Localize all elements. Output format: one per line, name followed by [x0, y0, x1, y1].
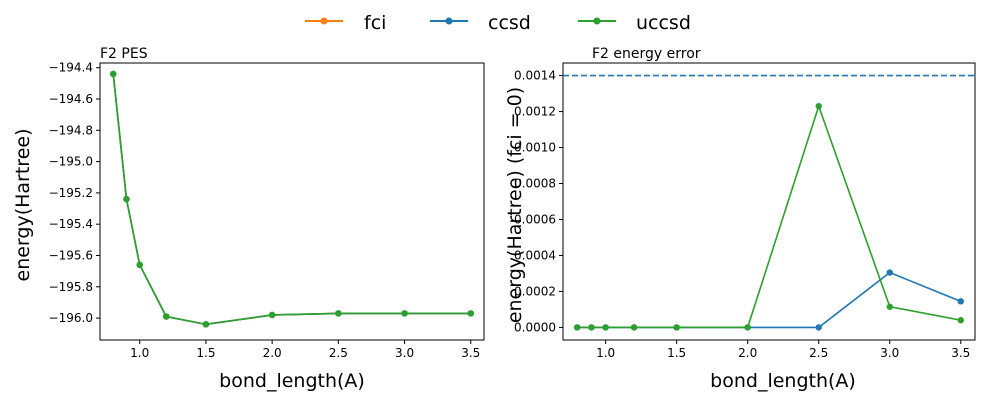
pes-ytick-label: −195.2 [49, 186, 93, 200]
pes-point-uccsd [467, 310, 474, 317]
error-series-line-ccsd [577, 271, 962, 329]
error-point-uccsd [630, 324, 638, 331]
pes-chart: F2 PES bond_length(A) energy(Hartree) 1.… [12, 46, 485, 392]
pes-chart-title: F2 PES [100, 46, 148, 62]
pes-ytick-label: −194.4 [49, 61, 93, 75]
pes-ytick-label: −196.0 [49, 311, 93, 325]
error-xtick-label: 2.5 [809, 346, 828, 360]
pes-point-uccsd [163, 313, 170, 320]
error-chart-title: F2 energy error [592, 46, 701, 62]
legend-marker-fci [320, 17, 328, 25]
pes-xtick-label: 3.5 [461, 346, 480, 360]
error-ytick-label: 0.0012 [514, 105, 556, 119]
legend-marker-ccsd [445, 17, 453, 25]
error-chart-xlabel: bond_length(A) [710, 370, 856, 392]
error-point-uccsd [588, 324, 595, 331]
legend-item-ccsd: ccsd [430, 12, 531, 34]
error-ytick-label: 0.0000 [514, 320, 556, 334]
legend: fci ccsd uccsd [305, 12, 691, 34]
pes-chart-ylabel: energy(Hartree) [12, 129, 34, 282]
error-point-uccsd [673, 324, 680, 331]
error-ytick-label: 0.0004 [514, 248, 556, 262]
error-point-uccsd [815, 102, 822, 110]
error-ytick-label: 0.0002 [514, 284, 556, 298]
error-plot-frame [562, 62, 976, 341]
pes-xtick-label: 1.5 [196, 346, 215, 360]
legend-item-uccsd: uccsd [578, 12, 691, 34]
pes-chart-xlabel: bond_length(A) [219, 370, 365, 392]
error-point-uccsd [602, 324, 609, 331]
error-chart-ylabel: energy(Hartree) (fci = 0) [504, 87, 526, 323]
error-point-ccsd [815, 324, 822, 331]
pes-point-uccsd [401, 310, 408, 317]
error-xtick-label: 3.0 [880, 346, 899, 360]
pes-ytick-label: −194.6 [49, 92, 93, 106]
pes-ytick-label: −195.8 [49, 280, 93, 294]
error-point-ccsd [957, 298, 964, 305]
pes-series-line-uccsd [112, 73, 471, 326]
pes-point-uccsd [268, 311, 276, 319]
pes-point-uccsd [136, 261, 143, 269]
pes-ytick-label: −195.6 [49, 248, 93, 262]
pes-ytick-label: −195.0 [49, 155, 93, 169]
error-point-uccsd [886, 303, 893, 310]
pes-point-uccsd [123, 195, 130, 203]
legend-label-ccsd: ccsd [488, 12, 531, 34]
pes-xtick-label: 2.5 [329, 346, 348, 360]
pes-point-uccsd [202, 321, 210, 328]
error-xtick-label: 2.0 [738, 346, 757, 360]
error-point-ccsd [886, 269, 893, 276]
pes-ytick-label: −194.8 [49, 123, 93, 137]
error-ytick-label: 0.0014 [514, 69, 556, 83]
error-series-line-uccsd [577, 103, 961, 329]
pes-xtick-label: 3.0 [395, 346, 414, 360]
pes-ytick-label: −195.4 [49, 217, 93, 231]
error-ytick-label: 0.0008 [514, 177, 556, 191]
pes-point-uccsd [110, 70, 117, 78]
pes-plot-frame [99, 62, 485, 341]
error-ytick-label: 0.0010 [514, 141, 556, 155]
error-point-uccsd [744, 324, 751, 331]
error-point-uccsd [574, 324, 581, 331]
error-xtick-label: 3.5 [951, 346, 970, 360]
pes-point-uccsd [335, 310, 342, 317]
error-xtick-label: 1.0 [596, 346, 615, 360]
legend-label-fci: fci [364, 12, 386, 34]
error-xtick-label: 1.5 [667, 346, 686, 360]
pes-series-line-fci [112, 73, 471, 326]
legend-item-fci: fci [305, 12, 386, 34]
legend-marker-uccsd [593, 17, 601, 25]
error-chart: F2 energy error bond_length(A) energy(Ha… [504, 46, 976, 392]
error-point-uccsd [957, 317, 964, 324]
legend-label-uccsd: uccsd [636, 12, 691, 34]
pes-series-line-ccsd [112, 73, 471, 326]
pes-xtick-label: 2.0 [263, 346, 282, 360]
pes-xtick-label: 1.0 [130, 346, 149, 360]
error-ytick-label: 0.0006 [514, 212, 556, 226]
